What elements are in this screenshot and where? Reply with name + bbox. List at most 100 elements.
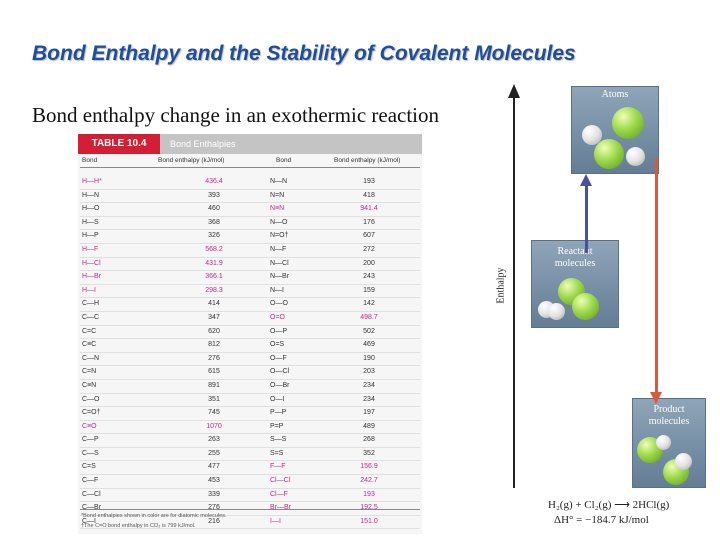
bond-enthalpy-value: 431.9 xyxy=(158,257,270,272)
bond-name: H—F xyxy=(80,243,158,258)
reactant-box: Reactant molecules xyxy=(531,240,619,328)
bond-enthalpy-value: 941.4 xyxy=(318,202,420,217)
bond-name: C≡N xyxy=(80,379,158,394)
table-row: C=O† 745 P—P 197 xyxy=(80,406,420,421)
bond-name: N—Cl xyxy=(270,257,318,272)
table-row: C—O 351 O—I 234 xyxy=(80,393,420,408)
reactant-label-line1: Reactant xyxy=(557,246,593,257)
bond-enthalpy-value: 193 xyxy=(318,176,420,190)
bond-name: O=O xyxy=(270,311,318,326)
table-row: H—N 393 N=N 418 xyxy=(80,189,420,204)
bond-forming-arrowhead xyxy=(650,392,662,404)
bond-name: O—O xyxy=(270,297,318,312)
bond-name: C—F xyxy=(80,474,158,489)
hydrogen-atom xyxy=(656,435,671,450)
bond-name: C—Br xyxy=(80,501,158,516)
bond-name: I—I xyxy=(270,515,318,530)
product-box: Product molecules xyxy=(632,398,706,488)
bond-name: O—Br xyxy=(270,379,318,394)
atoms-box: Atoms xyxy=(571,86,659,174)
bond-enthalpy-value: 352 xyxy=(318,447,420,462)
bond-enthalpy-value: 368 xyxy=(158,216,270,231)
bond-name: C—N xyxy=(80,352,158,367)
bond-enthalpy-value: 190 xyxy=(318,352,420,367)
table-header-bar: TABLE 10.4 Bond Enthalpies xyxy=(78,134,422,154)
bond-enthalpy-value: 351 xyxy=(158,393,270,408)
bond-name: C≡C xyxy=(80,338,158,353)
enthalpy-axis-arrowhead xyxy=(508,84,520,98)
bond-name: H—Cl xyxy=(80,257,158,272)
bond-enthalpy-value: 234 xyxy=(318,393,420,408)
bond-name: H—I xyxy=(80,284,158,299)
bond-name: C=S xyxy=(80,460,158,476)
bond-enthalpy-value: 453 xyxy=(158,474,270,489)
bond-name: O—I xyxy=(270,393,318,408)
bond-enthalpy-value: 243 xyxy=(318,270,420,285)
bond-enthalpy-value: 607 xyxy=(318,229,420,244)
bond-name: N—O xyxy=(270,216,318,231)
chlorine-atom xyxy=(594,139,624,169)
bond-enthalpy-value: 193 xyxy=(318,488,420,503)
bond-enthalpy-value: 268 xyxy=(318,433,420,448)
table-row: C—N 276 O—F 190 xyxy=(80,352,420,367)
table-row: C≡O 1070 P=P 489 xyxy=(80,420,420,435)
bond-name: N≡N xyxy=(270,202,318,217)
hydrogen-atom xyxy=(548,303,565,320)
bond-name: F—F xyxy=(270,460,318,476)
bond-name: N—Br xyxy=(270,270,318,285)
bond-name: S=S xyxy=(270,447,318,462)
bond-name: C—C xyxy=(80,311,158,326)
table-caption: Bond Enthalpies xyxy=(170,139,236,149)
table-row: C—Br 276 Br—Br 192.5 xyxy=(80,501,420,516)
reactant-label-line2: molecules xyxy=(554,258,596,269)
bond-enthalpy-value: 460 xyxy=(158,202,270,217)
atoms-label: Atoms xyxy=(601,89,629,100)
bond-enthalpy-value: 1070 xyxy=(158,420,270,435)
bond-name: N=N xyxy=(270,189,318,204)
bond-name: H—H* xyxy=(80,176,158,190)
footer-rule xyxy=(80,509,420,510)
bond-enthalpy-value: 276 xyxy=(158,501,270,516)
table-row: C—P 263 S—S 268 xyxy=(80,433,420,448)
table-row: C—C 347 O=O 498.7 xyxy=(80,311,420,326)
bond-enthalpy-value: 242.7 xyxy=(318,474,420,489)
table-row: C—I 216 I—I 151.0 xyxy=(80,515,420,530)
bond-enthalpy-value: 326 xyxy=(158,229,270,244)
chlorine-atom xyxy=(612,107,644,139)
bond-name: O—P xyxy=(270,325,318,340)
bond-name: N=O† xyxy=(270,229,318,244)
bond-enthalpy-value: 142 xyxy=(318,297,420,312)
footnote-2: †The C=O bond enthalpy in CO₂ is 799 kJ/… xyxy=(81,523,196,529)
bond-name: C—H xyxy=(80,297,158,312)
bond-enthalpy-value: 216 xyxy=(158,515,270,530)
hydrogen-atom xyxy=(582,125,602,145)
bond-enthalpy-value: 156.9 xyxy=(318,460,420,476)
bond-name: P—P xyxy=(270,406,318,421)
bond-name: C=N xyxy=(80,365,158,380)
bond-enthalpy-value: 436.4 xyxy=(158,176,270,190)
bond-name: C—P xyxy=(80,433,158,448)
bond-enthalpy-value: 159 xyxy=(318,284,420,299)
reaction-equation: H₂(g) + Cl₂(g) ⟶ 2HCl(g) xyxy=(548,499,670,511)
table-row: C=N 615 O—Cl 203 xyxy=(80,365,420,380)
bond-enthalpy-value: 620 xyxy=(158,325,270,340)
table-row: C—H 414 O—O 142 xyxy=(80,297,420,312)
delta-h-value: ΔH° = −184.7 kJ/mol xyxy=(554,514,649,526)
bond-enthalpy-value: 197 xyxy=(318,406,420,421)
table-row: C—Cl 339 Cl—F 193 xyxy=(80,488,420,503)
table-badge: TABLE 10.4 xyxy=(78,134,160,154)
footnote-1: *Bond enthalpies shown in color are for … xyxy=(81,513,227,519)
enthalpy-axis-label: Enthalpy xyxy=(495,267,507,304)
bond-enthalpy-value: 498.7 xyxy=(318,311,420,326)
bond-enthalpy-value: 347 xyxy=(158,311,270,326)
bond-enthalpy-value: 192.5 xyxy=(318,501,420,516)
bond-enthalpy-value: 298.3 xyxy=(158,284,270,299)
bond-name: N—N xyxy=(270,176,318,190)
bond-enthalpy-value: 393 xyxy=(158,189,270,204)
bond-enthalpy-value: 366.1 xyxy=(158,270,270,285)
bond-name: O=S xyxy=(270,338,318,353)
bond-name: H—S xyxy=(80,216,158,231)
bond-rows: H—H* 436.4 N—N 193 H—N 393 N=N 418 H—O 460 N≡N 941.… xyxy=(80,176,420,530)
bond-name: N—I xyxy=(270,284,318,299)
product-label-line1: Product xyxy=(653,404,685,415)
